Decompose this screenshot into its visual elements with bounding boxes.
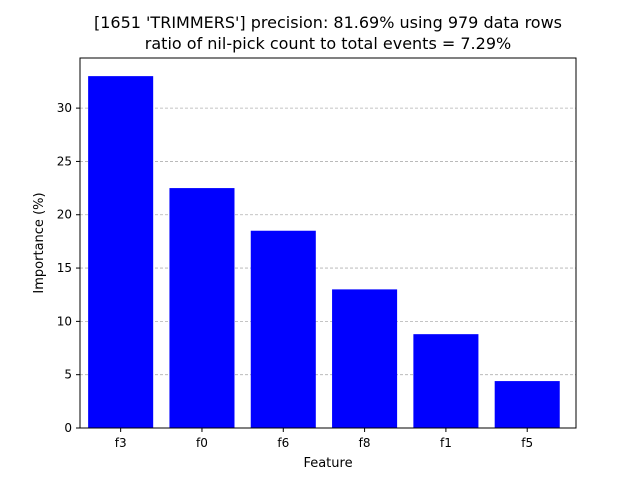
y-tick-label: 15 <box>57 261 72 275</box>
y-tick-label: 0 <box>64 421 72 435</box>
x-tick-label-f8: f8 <box>359 436 371 450</box>
y-tick-label: 30 <box>57 101 72 115</box>
x-tick-label-f5: f5 <box>521 436 533 450</box>
plot-frame <box>79 57 577 429</box>
y-tick-label: 5 <box>64 368 72 382</box>
bar-f0 <box>169 188 235 428</box>
bar-f6 <box>250 230 316 428</box>
x-tick-label-f1: f1 <box>440 436 452 450</box>
x-tick-label-f6: f6 <box>277 436 289 450</box>
x-axis-label: Feature <box>303 456 352 471</box>
chart-title: [1651 'TRIMMERS'] precision: 81.69% usin… <box>94 13 562 32</box>
grid-lines <box>80 107 576 376</box>
bar-f3 <box>88 76 154 428</box>
bar-f5 <box>494 381 560 428</box>
y-tick-label: 25 <box>57 154 72 168</box>
y-axis-label: Importance (%) <box>32 192 47 293</box>
bar-f8 <box>332 289 398 428</box>
y-tick-label: 10 <box>57 314 72 328</box>
bar-f1 <box>413 334 479 428</box>
y-axis-ticks: 0 5 10 15 20 25 30 <box>57 101 80 435</box>
x-axis-ticks: f3 f0 f6 f8 f1 f5 <box>115 428 533 450</box>
x-tick-label-f0: f0 <box>196 436 208 450</box>
bars <box>88 76 560 428</box>
x-tick-label-f3: f3 <box>115 436 127 450</box>
chart-subtitle: ratio of nil-pick count to total events … <box>145 34 511 53</box>
y-tick-label: 20 <box>57 208 72 222</box>
